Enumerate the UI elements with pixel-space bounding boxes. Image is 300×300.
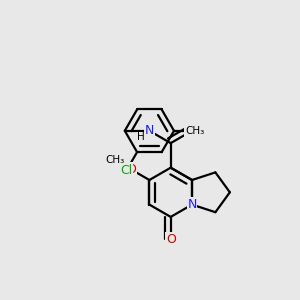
Text: CH₃: CH₃	[185, 126, 205, 136]
Text: CH₃: CH₃	[106, 155, 125, 165]
Text: N: N	[187, 198, 197, 211]
Text: O: O	[185, 125, 195, 139]
Text: O: O	[126, 163, 136, 176]
Text: O: O	[166, 232, 175, 245]
Text: N: N	[145, 124, 154, 137]
Text: H: H	[137, 132, 145, 142]
Text: Cl: Cl	[121, 164, 133, 177]
